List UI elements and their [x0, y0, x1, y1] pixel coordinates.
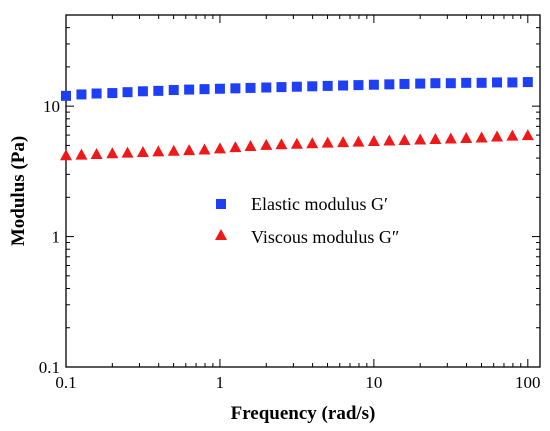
viscous-point	[444, 132, 457, 144]
elastic-point	[507, 77, 518, 88]
elastic-point	[91, 88, 102, 99]
legend-marker-elastic	[216, 199, 226, 209]
elastic-point	[522, 77, 533, 88]
viscous-point	[337, 136, 350, 148]
legend: Elastic modulus G′ Viscous modulus G″	[215, 194, 399, 247]
elastic-point	[399, 78, 410, 89]
viscous-point	[491, 130, 504, 142]
elastic-point	[338, 80, 349, 91]
x-tick-label: 0.1	[55, 373, 76, 392]
tick-labels: 0.1 1 10 100 0.1 1 10	[39, 97, 541, 392]
viscous-point	[398, 134, 411, 146]
viscous-point	[75, 148, 88, 160]
x-tick-label: 10	[365, 373, 382, 392]
elastic-point	[61, 90, 71, 101]
x-tick-label: 100	[515, 373, 541, 392]
elastic-point	[214, 83, 225, 94]
elastic-point	[307, 81, 318, 92]
elastic-point	[445, 78, 456, 89]
elastic-point	[245, 82, 256, 93]
data-points	[60, 77, 534, 161]
viscous-point	[229, 141, 242, 153]
elastic-point	[76, 89, 87, 100]
elastic-point	[353, 80, 364, 91]
viscous-point	[475, 131, 488, 143]
viscous-point	[506, 129, 519, 141]
elastic-point	[107, 88, 118, 99]
elastic-point	[461, 77, 472, 88]
viscous-point	[383, 134, 396, 146]
viscous-point	[244, 139, 257, 151]
x-axis-title: Frequency (rad/s)	[231, 403, 376, 424]
elastic-point	[368, 79, 379, 90]
viscous-point	[60, 149, 72, 161]
elastic-point	[492, 77, 503, 88]
elastic-point	[168, 85, 179, 96]
viscous-point	[352, 135, 365, 147]
viscous-point	[260, 138, 273, 150]
elastic-point	[415, 78, 426, 89]
elastic-point	[184, 84, 195, 95]
viscous-point	[213, 142, 226, 154]
legend-label-viscous: Viscous modulus G″	[251, 227, 399, 247]
elastic-point	[276, 82, 287, 93]
elastic-point	[322, 80, 333, 91]
y-tick-label: 1	[52, 228, 61, 247]
viscous-point	[306, 137, 319, 149]
legend-label-elastic: Elastic modulus G′	[251, 194, 388, 214]
viscous-point	[321, 136, 334, 148]
viscous-point	[198, 143, 211, 155]
viscous-point	[90, 147, 103, 159]
viscous-point	[152, 145, 165, 157]
elastic-point	[430, 78, 441, 89]
y-tick-label: 0.1	[39, 358, 60, 377]
viscous-point	[183, 144, 196, 156]
viscous-point	[414, 133, 427, 145]
plot-frame	[65, 14, 541, 368]
viscous-point	[121, 146, 134, 158]
viscous-point	[106, 147, 119, 159]
elastic-point	[291, 81, 302, 92]
viscous-point	[367, 135, 380, 147]
elastic-point	[384, 79, 395, 90]
elastic-point	[153, 85, 164, 96]
viscous-point	[521, 129, 534, 141]
elastic-point	[137, 86, 148, 97]
viscous-point	[429, 133, 442, 145]
elastic-point	[261, 82, 272, 93]
viscous-point	[275, 138, 288, 150]
viscous-point	[167, 144, 180, 156]
legend-marker-viscous	[215, 229, 227, 240]
elastic-point	[476, 77, 487, 88]
y-axis-title: Modulus (Pa)	[8, 136, 29, 246]
x-tick-label: 1	[216, 373, 225, 392]
viscous-point	[290, 137, 303, 149]
axis-ticks	[65, 14, 540, 368]
viscous-point	[460, 131, 473, 143]
elastic-point	[122, 87, 133, 98]
viscous-point	[136, 146, 149, 158]
elastic-point	[230, 83, 241, 94]
elastic-point	[199, 84, 210, 95]
y-tick-label: 10	[43, 97, 60, 116]
